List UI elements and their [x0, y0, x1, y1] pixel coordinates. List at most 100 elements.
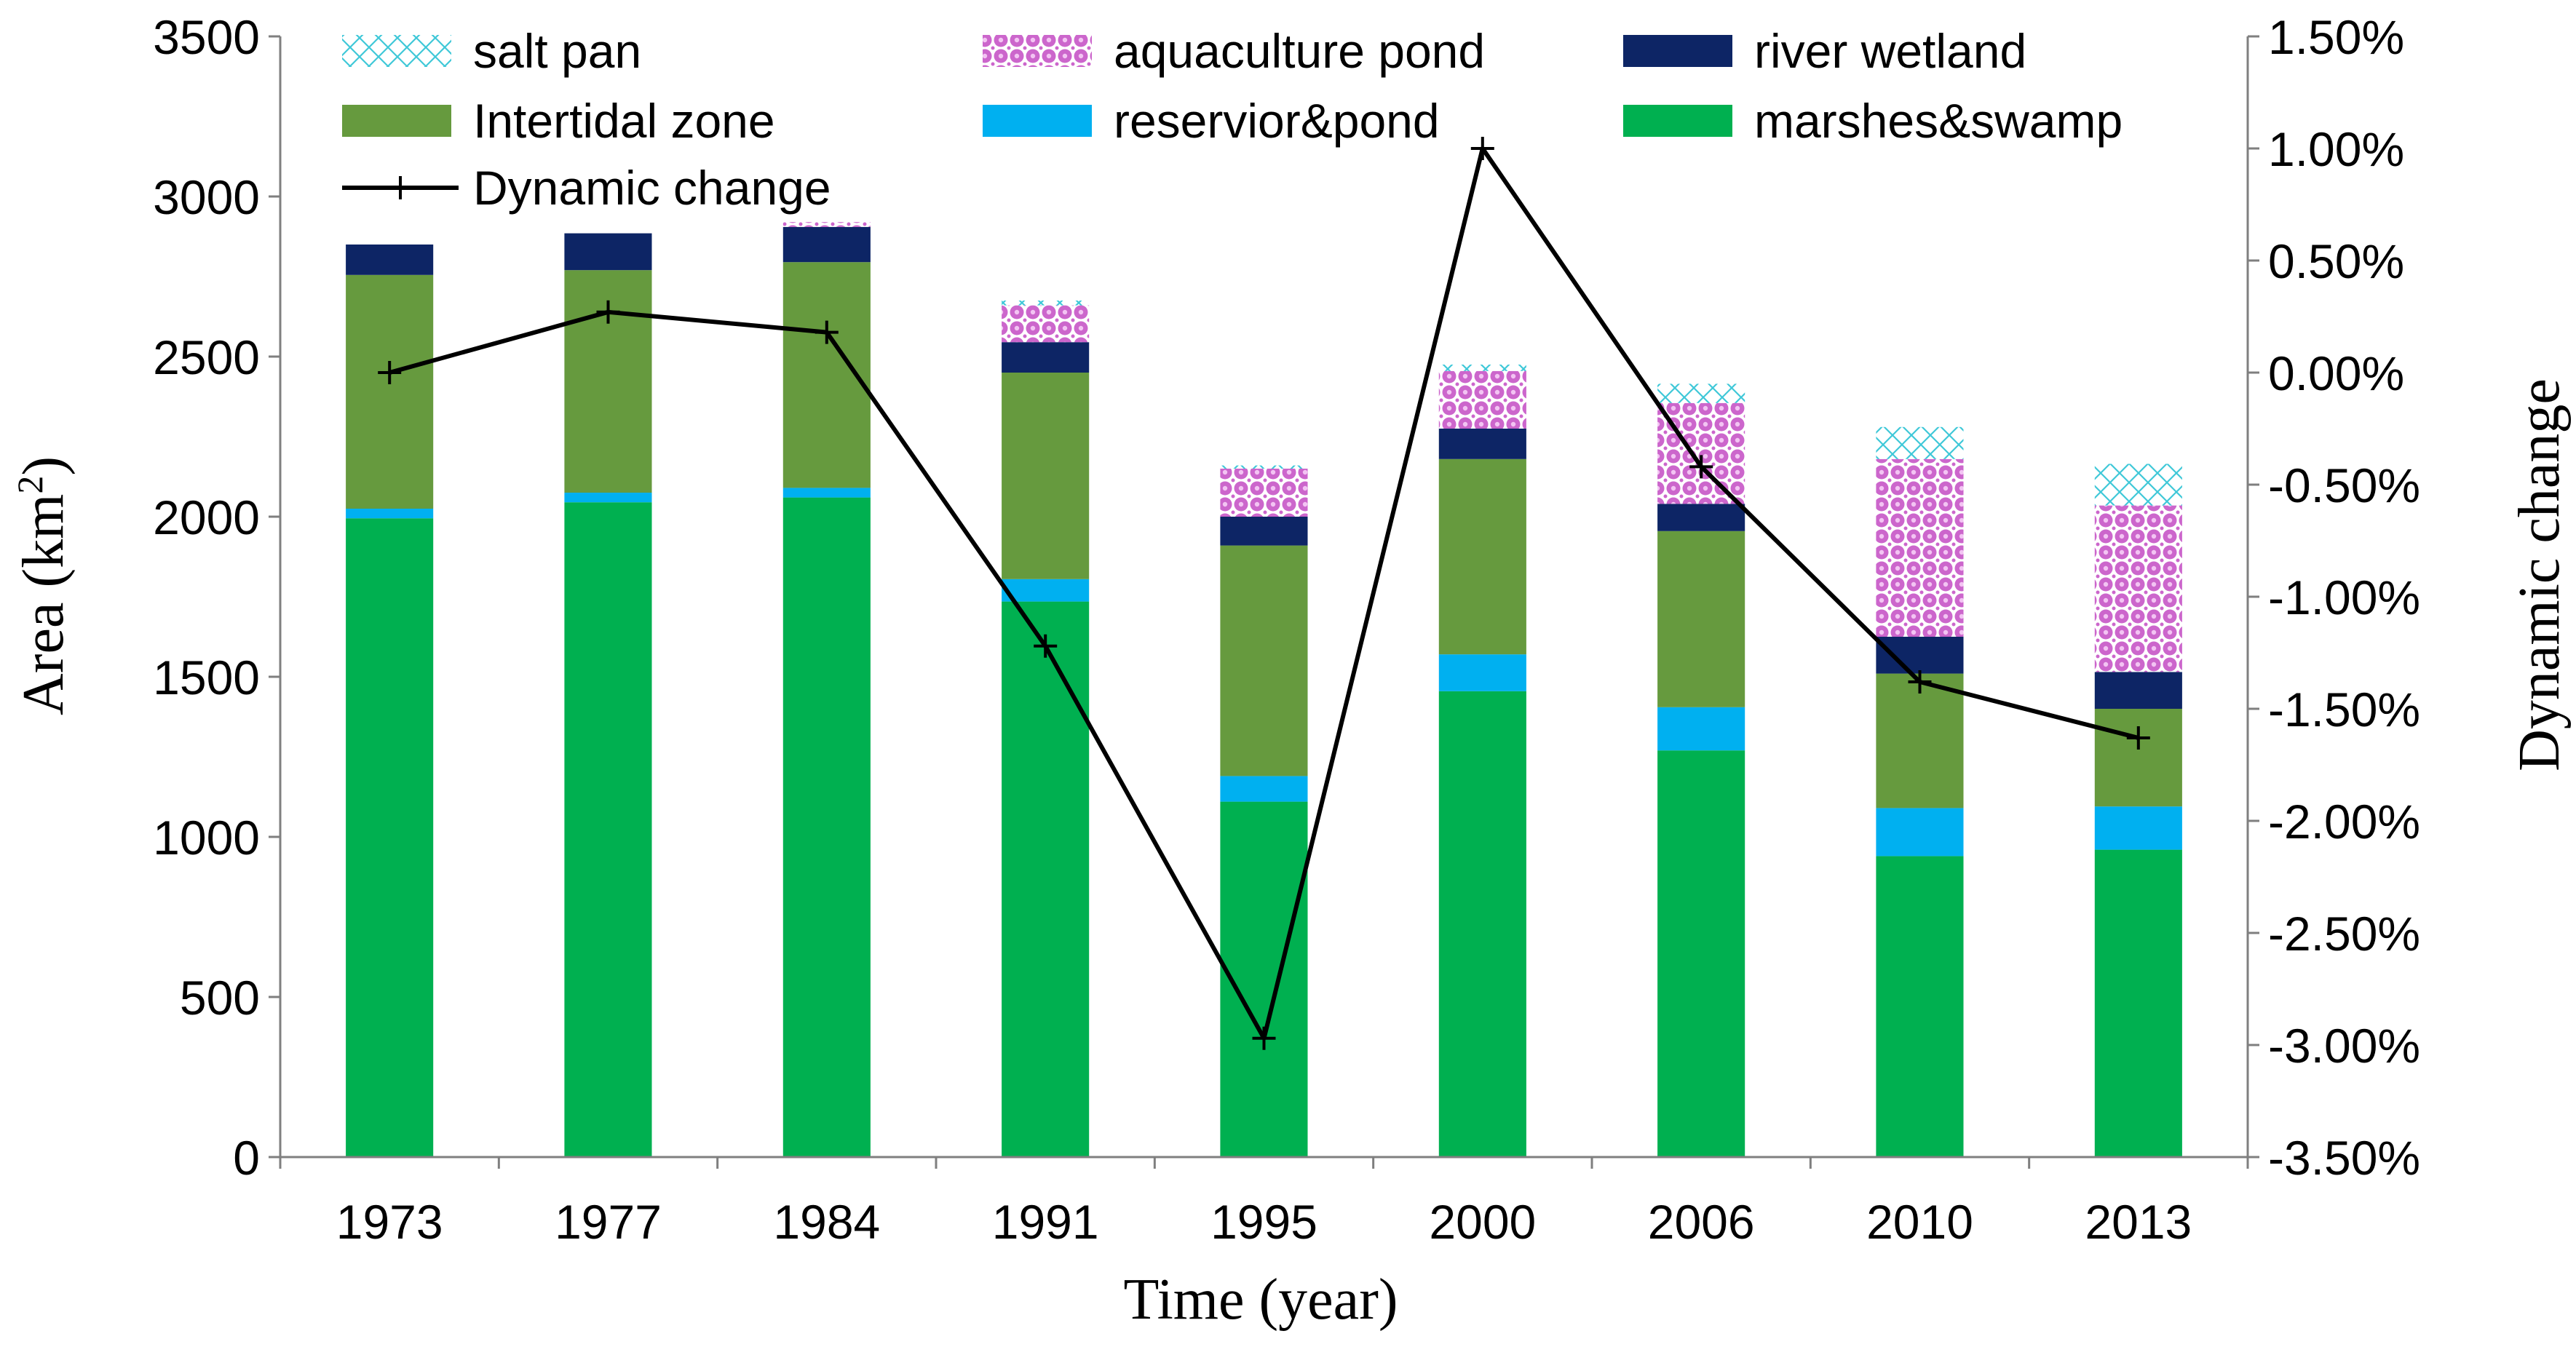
y2-tick-label: 0.00%	[2268, 346, 2404, 400]
x-axis-title: Time (year)	[1124, 1268, 1398, 1332]
bar-layer	[346, 222, 2182, 1157]
y-tick-label: 3500	[153, 10, 260, 64]
y-tick-label: 2500	[153, 330, 260, 384]
legend-marker	[389, 176, 412, 199]
bar-salt-pan-2000	[1438, 365, 1526, 371]
bar-aquaculture-pond-2013	[2094, 505, 2182, 672]
x-tick-label-2000: 2000	[1429, 1195, 1536, 1249]
dynamic-change-marker-2006	[1689, 455, 1713, 479]
bar-reservior-pond-1984	[782, 488, 871, 498]
dynamic-change-marker-1977	[596, 300, 620, 324]
y2-tick-label: -2.50%	[2268, 907, 2420, 961]
y2-tick-label: -2.00%	[2268, 795, 2420, 849]
bar-salt-pan-2010	[1876, 426, 1964, 459]
y-tick-label: 0	[233, 1131, 260, 1185]
legend-swatch	[342, 105, 451, 137]
y2-axis-title: Dynamic change	[2508, 378, 2572, 771]
bar-river-wetland-1973	[346, 245, 434, 275]
dynamic-change-marker-1991	[1034, 634, 1058, 658]
bar-marshes-swamp-2000	[1438, 691, 1526, 1157]
bar-river-wetland-1995	[1220, 517, 1308, 546]
legend-item-intertidal-zone: Intertidal zone	[342, 94, 775, 148]
bar-intertidal-zone-2000	[1438, 458, 1526, 655]
legend-item-aquaculture-pond: aquaculture pond	[983, 24, 1485, 78]
legend-label: marshes&swamp	[1754, 94, 2123, 148]
y2-tick-label: -1.50%	[2268, 683, 2420, 736]
bar-river-wetland-1977	[564, 233, 652, 271]
legend-item-dynamic-change: Dynamic change	[342, 161, 831, 215]
legend-label: salt pan	[473, 24, 641, 78]
y-axis-title-close: )	[12, 456, 76, 476]
bar-intertidal-zone-1991	[1002, 373, 1090, 579]
y2-tick-label: -1.00%	[2268, 571, 2420, 624]
bar-aquaculture-pond-1995	[1220, 469, 1308, 517]
bar-reservior-pond-2010	[1876, 808, 1964, 857]
bar-marshes-swamp-2013	[2094, 849, 2182, 1157]
y2-tick-label: -0.50%	[2268, 458, 2420, 512]
bar-marshes-swamp-1973	[346, 518, 434, 1157]
bar-river-wetland-2010	[1876, 637, 1964, 674]
bar-reservior-pond-1973	[346, 509, 434, 519]
dynamic-change-marker-1995	[1252, 1026, 1276, 1050]
y2-tick-label: 0.50%	[2268, 234, 2404, 288]
bar-reservior-pond-1991	[1002, 579, 1090, 602]
y2-tick-label: 1.00%	[2268, 122, 2404, 176]
bar-intertidal-zone-2010	[1876, 673, 1964, 808]
bar-river-wetland-2006	[1657, 504, 1745, 531]
bar-intertidal-zone-2013	[2094, 709, 2182, 807]
x-tick-label-1991: 1991	[992, 1195, 1099, 1249]
bar-salt-pan-1995	[1220, 465, 1308, 469]
dynamic-change-marker-2000	[1470, 137, 1494, 160]
bar-reservior-pond-2000	[1438, 654, 1526, 691]
x-tick-label-2013: 2013	[2085, 1195, 2192, 1249]
bar-marshes-swamp-2006	[1657, 750, 1745, 1157]
legend-label: Intertidal zone	[473, 94, 775, 148]
dynamic-change-marker-2013	[2126, 726, 2150, 750]
x-tick-label-2010: 2010	[1866, 1195, 1973, 1249]
legend: salt pan aquaculture pond river wetland Int…	[342, 24, 2123, 215]
y-axis-title-main: Area (km	[12, 494, 76, 715]
dynamic-change-marker-1973	[378, 361, 402, 384]
bar-marshes-swamp-1984	[782, 497, 871, 1157]
bar-river-wetland-2013	[2094, 672, 2182, 709]
bar-intertidal-zone-1995	[1220, 545, 1308, 776]
bar-marshes-swamp-1991	[1002, 601, 1090, 1157]
bar-aquaculture-pond-1991	[1002, 305, 1090, 343]
axis-layer: 0 500 1000 1500 2000 2500 3000 3500 -3.50% -3.00%…	[153, 10, 2420, 1249]
x-tick-label-1984: 1984	[773, 1195, 880, 1249]
y-axis-title: Area (km2)	[9, 456, 76, 715]
legend-label: reservior&pond	[1114, 94, 1440, 148]
bar-aquaculture-pond-1984	[782, 222, 871, 227]
y-tick-label: 1000	[153, 811, 260, 865]
bar-salt-pan-2006	[1657, 384, 1745, 403]
bar-aquaculture-pond-2000	[1438, 370, 1526, 429]
legend-label: river wetland	[1754, 24, 2026, 78]
legend-label: Dynamic change	[473, 161, 831, 215]
x-tick-label-1973: 1973	[336, 1195, 443, 1249]
dynamic-change-marker-2010	[1908, 670, 1932, 694]
bar-reservior-pond-2006	[1657, 707, 1745, 751]
bar-reservior-pond-1977	[564, 493, 652, 503]
y2-tick-label: -3.00%	[2268, 1019, 2420, 1073]
bar-marshes-swamp-1977	[564, 502, 652, 1157]
legend-swatch	[342, 35, 451, 67]
legend-item-river-wetland: river wetland	[1623, 24, 2026, 78]
legend-item-reservior-pond: reservior&pond	[983, 94, 1440, 148]
legend-swatch	[1623, 35, 1732, 67]
legend-swatch	[1623, 105, 1732, 137]
bar-reservior-pond-2013	[2094, 806, 2182, 850]
x-tick-label-1977: 1977	[555, 1195, 662, 1249]
legend-label: aquaculture pond	[1114, 24, 1485, 78]
legend-swatch	[983, 35, 1092, 67]
bar-aquaculture-pond-2010	[1876, 458, 1964, 637]
y-tick-label: 2000	[153, 490, 260, 544]
bar-reservior-pond-1995	[1220, 776, 1308, 802]
bar-aquaculture-pond-2006	[1657, 402, 1745, 504]
x-tick-label-1995: 1995	[1210, 1195, 1317, 1249]
dynamic-change-marker-1984	[815, 320, 839, 344]
bar-intertidal-zone-2006	[1657, 531, 1745, 707]
bar-river-wetland-1991	[1002, 342, 1090, 373]
line-layer	[378, 137, 2150, 1050]
y2-tick-label: -3.50%	[2268, 1131, 2420, 1185]
